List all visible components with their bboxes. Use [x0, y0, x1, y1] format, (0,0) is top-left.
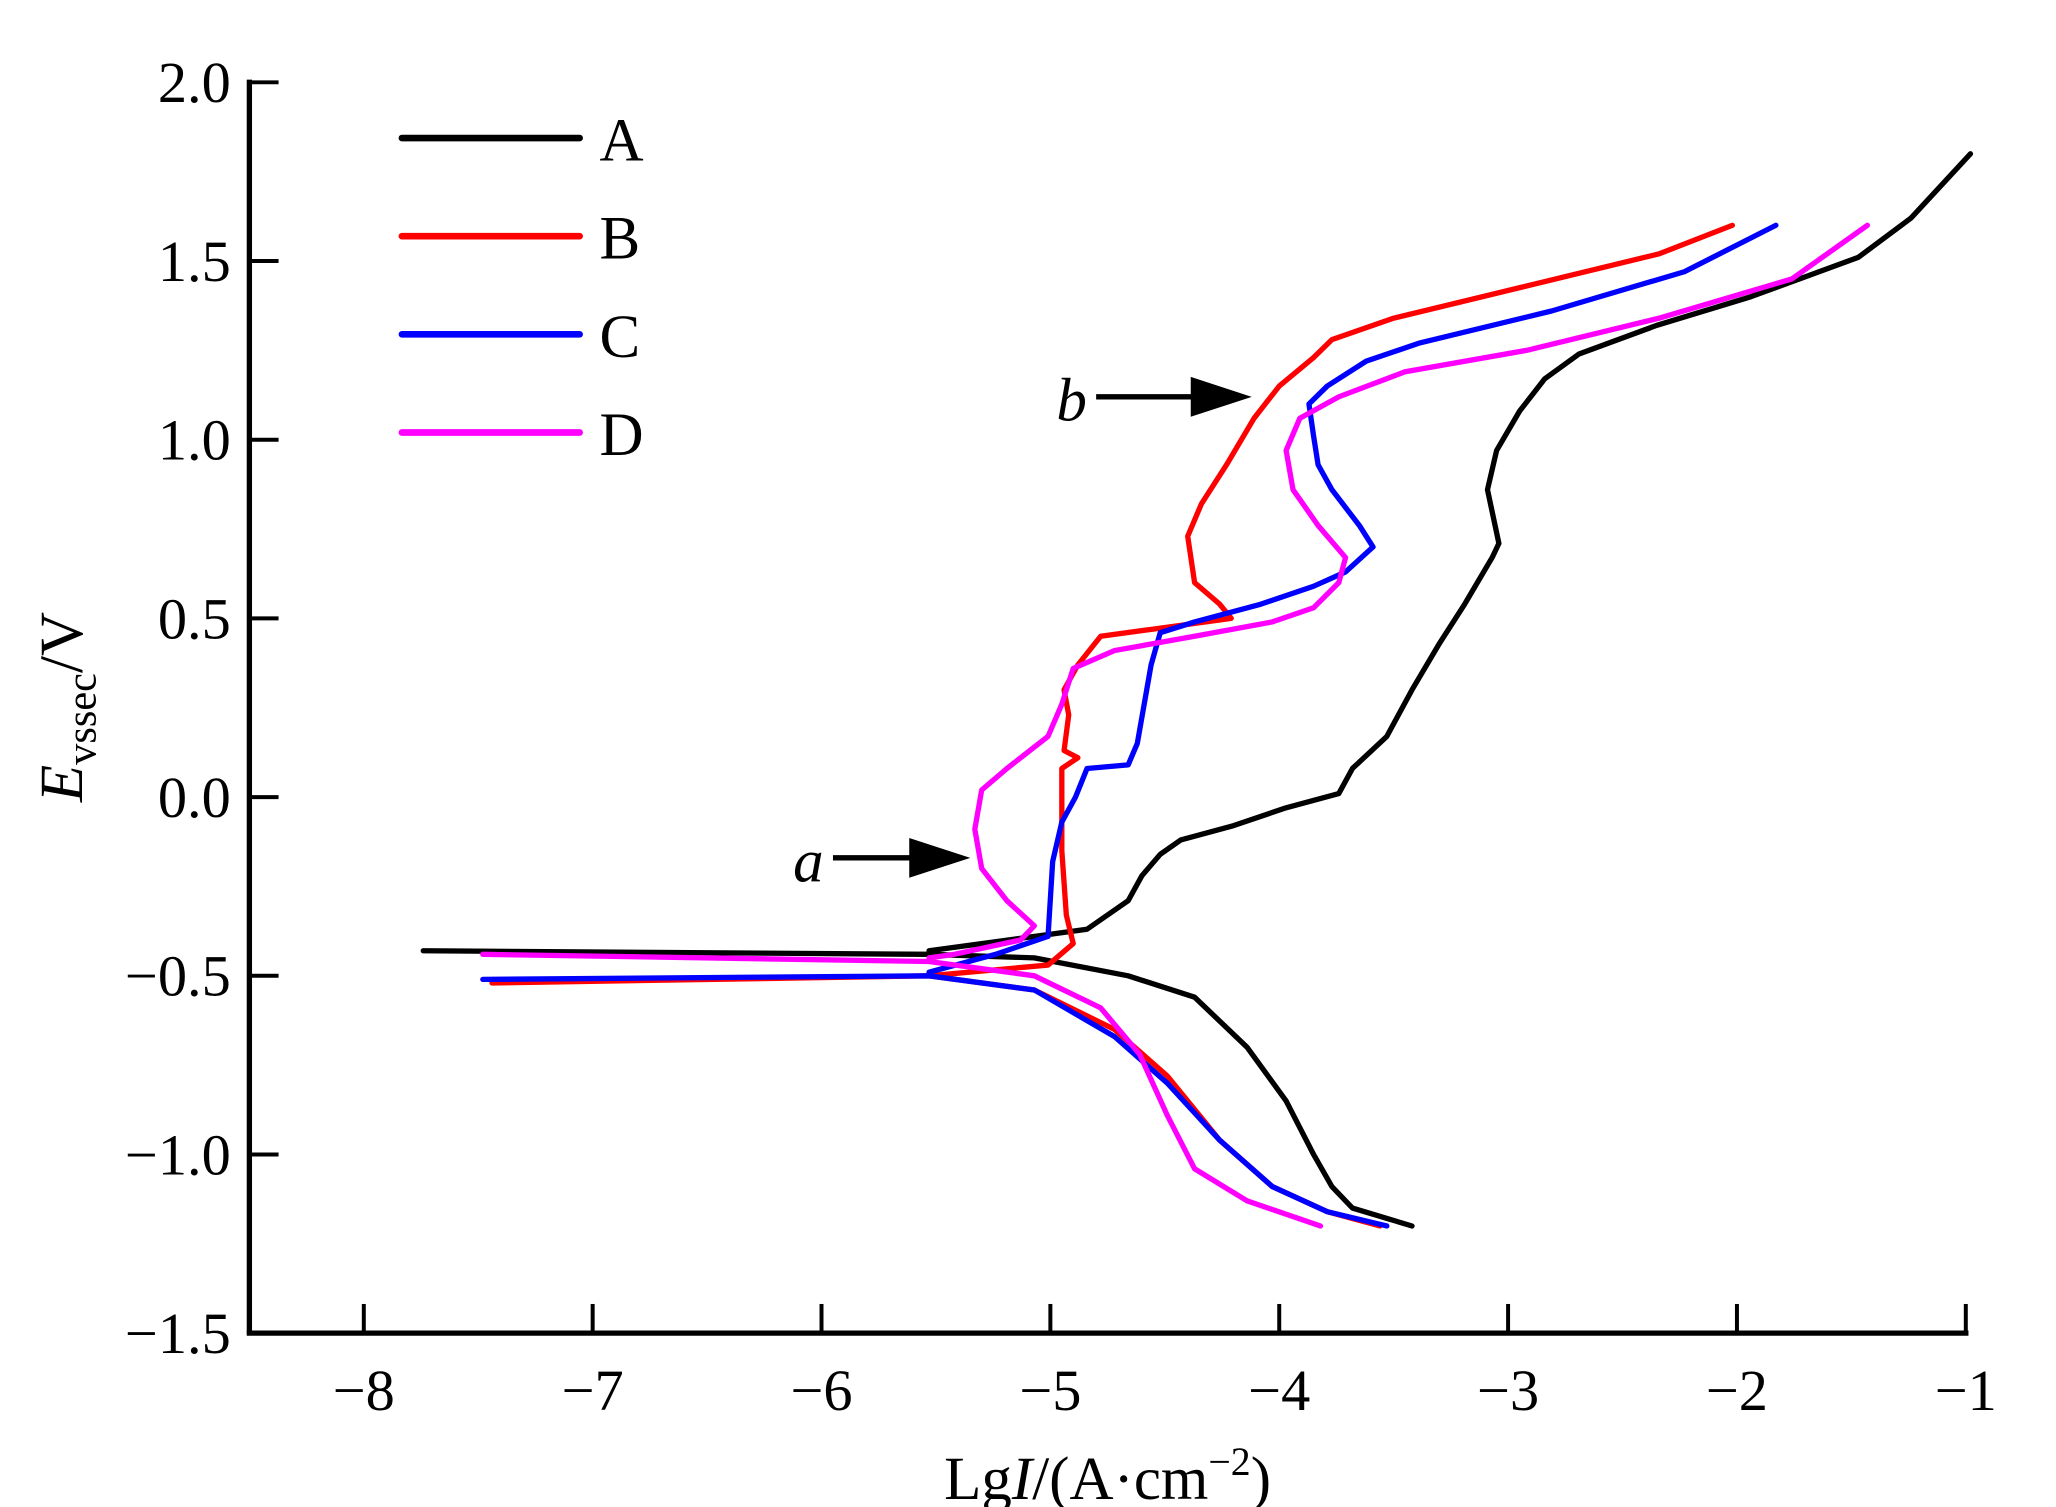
y-tick-label: 1.5	[158, 229, 231, 294]
series-c-anodic-line	[926, 222, 1779, 975]
x-tick-label: −8	[333, 1358, 395, 1423]
y-axis-title: Evssec/V	[29, 612, 105, 803]
x-tick-label: −3	[1477, 1358, 1539, 1423]
series-b-anodic-line	[926, 222, 1735, 979]
legend-label-c: C	[600, 304, 641, 371]
x-tick-label: −7	[562, 1358, 624, 1423]
x-tick-label: −4	[1248, 1358, 1310, 1423]
legend-label-d: D	[600, 402, 644, 469]
x-tick-label: −6	[790, 1358, 852, 1423]
y-tick-label: 2.0	[158, 50, 231, 115]
x-tick-label: −1	[1935, 1358, 1997, 1423]
series-a-anodic-line	[926, 151, 1974, 954]
annotation-a-label: a	[793, 829, 823, 896]
x-tick-label: −5	[1019, 1358, 1081, 1423]
annotations: ab	[793, 368, 1252, 896]
curves	[420, 151, 1974, 1229]
legend-label-a: A	[600, 108, 644, 175]
arrow-head-icon	[909, 837, 971, 878]
series-c-cathodic-line	[480, 973, 1390, 1229]
series-d-anodic-line	[926, 222, 1871, 961]
x-tick-label: −2	[1706, 1358, 1768, 1423]
y-tick-label: 1.0	[158, 408, 231, 473]
series-b-cathodic-line	[489, 973, 1383, 1229]
y-tick-label: 0.0	[158, 765, 231, 830]
y-tick-label: 0.5	[158, 586, 231, 651]
ticks: −8 −7 −6 −5 −4 −3 −2 −1 2.0 1.5 1.0 0.5 0.0 −0.5 −1.0 −…	[125, 50, 1997, 1423]
series-d-cathodic-line	[480, 951, 1324, 1229]
y-tick-label: −1.5	[125, 1301, 231, 1366]
arrow-head-icon	[1190, 376, 1252, 417]
legend-label-b: B	[600, 206, 641, 273]
y-tick-label: −1.0	[125, 1122, 231, 1187]
y-tick-label: −0.5	[125, 944, 231, 1009]
x-axis-title: LgI/(A·cm−2)	[944, 1440, 1271, 1507]
axes	[246, 79, 1969, 1336]
annotation-b-label: b	[1056, 368, 1087, 435]
series-a-cathodic-line	[420, 948, 1415, 1229]
